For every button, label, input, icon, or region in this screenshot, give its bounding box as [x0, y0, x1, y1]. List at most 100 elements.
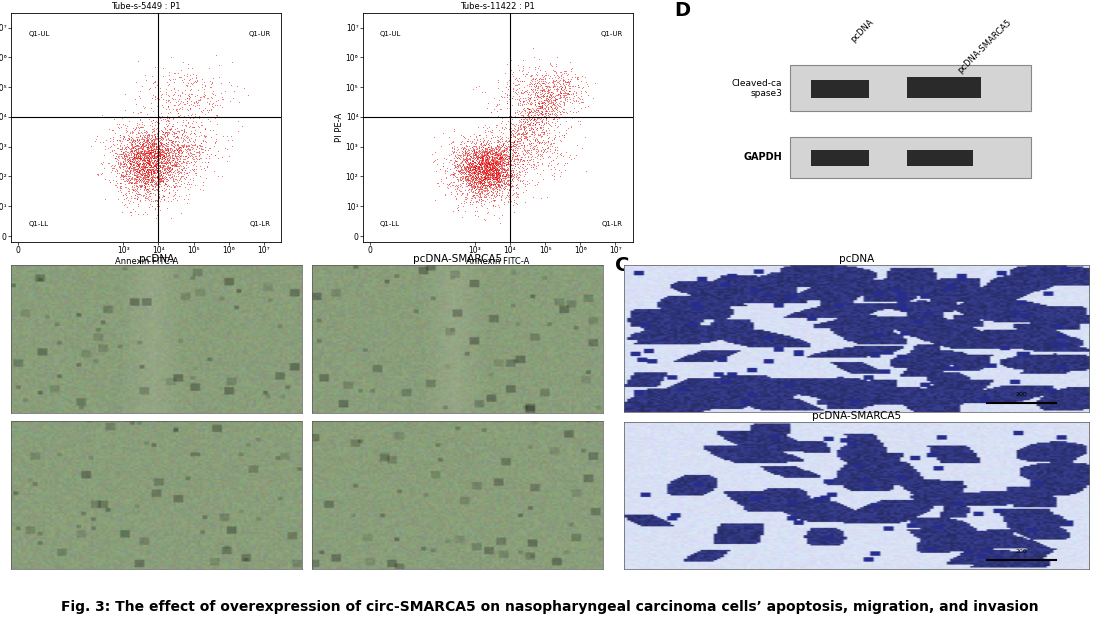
Point — [192, 138, 210, 149]
Point — [148, 151, 166, 161]
Point — [547, 108, 564, 119]
Point — [509, 124, 527, 134]
Point — [517, 114, 535, 124]
Point — [486, 158, 504, 168]
Point — [473, 152, 491, 163]
Point — [500, 154, 518, 165]
Point — [466, 168, 484, 179]
Point — [515, 130, 532, 140]
Point — [470, 186, 487, 196]
Point — [158, 142, 176, 152]
Point — [174, 137, 191, 147]
Point — [187, 131, 205, 142]
Point — [463, 136, 481, 146]
Point — [125, 205, 143, 216]
Point — [160, 135, 177, 145]
Point — [151, 166, 168, 176]
Point — [466, 181, 484, 191]
Point — [188, 141, 206, 151]
Point — [488, 141, 506, 151]
Point — [502, 71, 519, 81]
Point — [495, 154, 513, 165]
Point — [488, 174, 506, 184]
Point — [108, 119, 125, 130]
Point — [143, 160, 161, 170]
Point — [487, 163, 505, 173]
Point — [166, 156, 184, 166]
Point — [493, 154, 510, 165]
Point — [205, 73, 222, 84]
Point — [157, 128, 175, 138]
Point — [500, 151, 518, 161]
Point — [125, 170, 143, 180]
Point — [101, 133, 119, 144]
Point — [526, 152, 543, 163]
Point — [463, 165, 481, 175]
Point — [488, 171, 506, 181]
Point — [161, 187, 178, 197]
Point — [470, 176, 487, 186]
Point — [488, 173, 506, 183]
Point — [556, 92, 573, 102]
Point — [478, 177, 496, 187]
Point — [106, 179, 123, 189]
Point — [494, 181, 512, 191]
Point — [120, 148, 138, 158]
Point — [146, 172, 164, 182]
Point — [516, 113, 534, 123]
Point — [484, 154, 502, 165]
Point — [129, 164, 146, 174]
Point — [471, 165, 488, 175]
Point — [132, 162, 150, 172]
Point — [138, 160, 155, 170]
Point — [492, 147, 509, 157]
Point — [490, 175, 507, 185]
Point — [524, 124, 541, 134]
Point — [469, 163, 486, 174]
Point — [134, 148, 152, 158]
Point — [124, 160, 142, 170]
Point — [459, 148, 476, 158]
Point — [151, 151, 168, 161]
Point — [178, 96, 196, 107]
Point — [129, 163, 146, 174]
Point — [147, 161, 165, 172]
Point — [165, 153, 183, 163]
Point — [109, 143, 126, 153]
Point — [446, 169, 463, 179]
Point — [148, 144, 166, 154]
Point — [488, 181, 506, 191]
Point — [455, 156, 473, 166]
Point — [537, 100, 554, 110]
Point — [472, 177, 490, 187]
Point — [151, 147, 168, 158]
Point — [477, 189, 495, 199]
Point — [558, 125, 575, 135]
Point — [481, 148, 498, 158]
Point — [161, 149, 178, 160]
Point — [170, 174, 188, 184]
Point — [158, 168, 176, 178]
Point — [150, 158, 167, 168]
Point — [178, 198, 196, 208]
Point — [147, 151, 165, 161]
Point — [528, 94, 546, 104]
Point — [466, 168, 484, 179]
Point — [473, 159, 491, 169]
Point — [460, 169, 477, 179]
Point — [524, 121, 541, 131]
Point — [466, 171, 484, 181]
Point — [152, 149, 169, 160]
Point — [519, 131, 537, 141]
Point — [532, 132, 550, 142]
Point — [549, 89, 566, 100]
Point — [554, 92, 572, 102]
Point — [534, 82, 551, 92]
Point — [123, 178, 141, 188]
Point — [136, 128, 154, 138]
Bar — [811, 151, 869, 167]
Point — [152, 179, 169, 189]
Point — [165, 84, 183, 94]
Point — [505, 137, 522, 147]
Point — [515, 103, 532, 113]
